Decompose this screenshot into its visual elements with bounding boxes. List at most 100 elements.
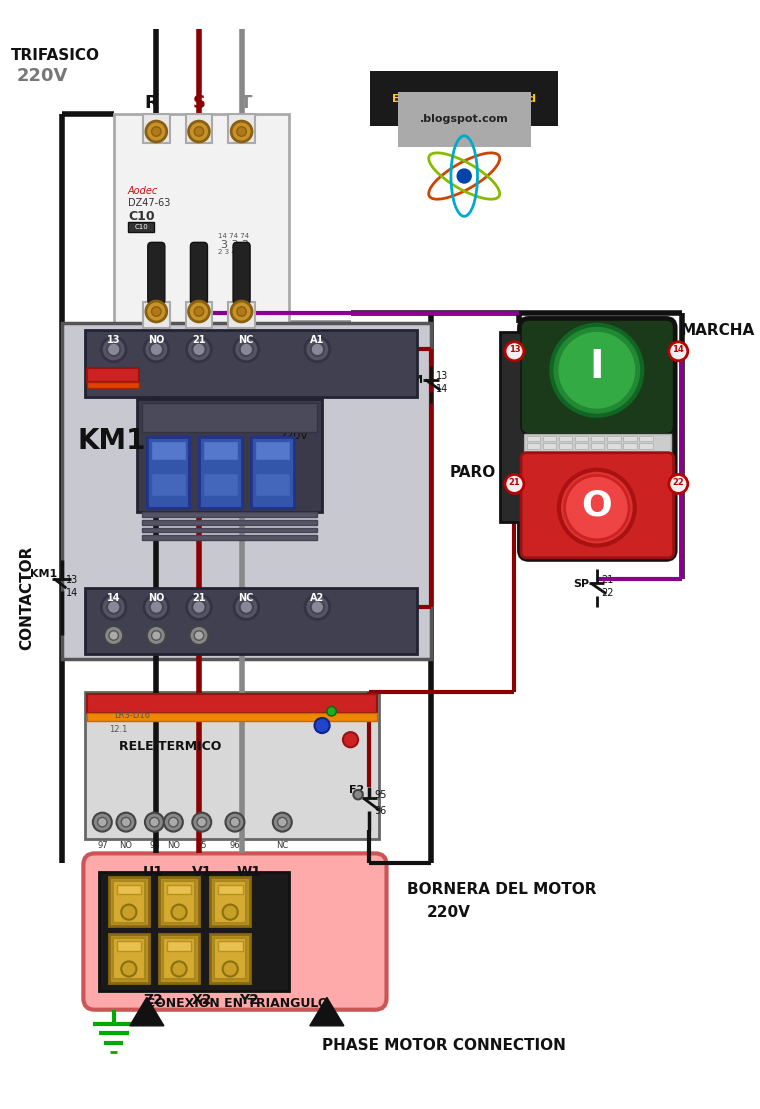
- Circle shape: [122, 905, 136, 919]
- Bar: [203, 472, 238, 496]
- Bar: [128, 222, 154, 232]
- Circle shape: [311, 343, 324, 356]
- Text: CONTACTOR: CONTACTOR: [19, 546, 34, 650]
- Bar: [142, 404, 318, 431]
- Circle shape: [192, 343, 205, 356]
- Text: 21: 21: [508, 478, 521, 487]
- Circle shape: [144, 594, 169, 620]
- Text: MARCHA: MARCHA: [680, 323, 755, 338]
- Text: C10: C10: [135, 224, 148, 231]
- Bar: [607, 444, 620, 449]
- Text: 14: 14: [107, 593, 120, 603]
- FancyBboxPatch shape: [521, 321, 673, 434]
- Bar: [85, 588, 416, 654]
- Bar: [87, 713, 377, 721]
- Circle shape: [223, 962, 238, 977]
- Circle shape: [234, 594, 258, 620]
- Text: 220V: 220V: [17, 67, 68, 85]
- Text: NO: NO: [119, 841, 132, 851]
- Circle shape: [505, 342, 524, 360]
- Circle shape: [169, 817, 178, 827]
- Circle shape: [151, 631, 161, 640]
- Circle shape: [551, 325, 642, 416]
- Text: T: T: [240, 93, 252, 112]
- Circle shape: [197, 817, 207, 827]
- Bar: [623, 444, 637, 449]
- Circle shape: [122, 817, 131, 827]
- Text: RELE TERMICO: RELE TERMICO: [119, 740, 222, 753]
- Text: NC: NC: [276, 841, 289, 851]
- Bar: [591, 436, 604, 441]
- Bar: [87, 694, 377, 713]
- Circle shape: [557, 330, 637, 410]
- Text: A1: A1: [310, 335, 325, 345]
- FancyBboxPatch shape: [191, 243, 207, 304]
- Circle shape: [277, 817, 287, 827]
- Text: NO: NO: [148, 335, 164, 345]
- Circle shape: [104, 625, 123, 645]
- Bar: [185, 302, 212, 327]
- Bar: [150, 472, 185, 496]
- Bar: [623, 436, 637, 441]
- Bar: [185, 114, 212, 143]
- Bar: [138, 398, 322, 512]
- Bar: [150, 441, 185, 460]
- Bar: [199, 437, 242, 508]
- Circle shape: [150, 343, 163, 356]
- FancyBboxPatch shape: [233, 243, 250, 304]
- Bar: [639, 444, 653, 449]
- Bar: [228, 302, 255, 327]
- Bar: [214, 881, 246, 923]
- Bar: [142, 535, 318, 540]
- Circle shape: [107, 343, 120, 356]
- Circle shape: [305, 337, 330, 362]
- Text: 13: 13: [66, 574, 78, 584]
- Text: R: R: [144, 93, 158, 112]
- Circle shape: [195, 307, 204, 316]
- Bar: [116, 885, 141, 894]
- Bar: [559, 444, 572, 449]
- Circle shape: [188, 121, 209, 142]
- Circle shape: [565, 476, 629, 540]
- Circle shape: [315, 718, 330, 733]
- Bar: [163, 938, 195, 979]
- Text: EsquemasyElectricidad: EsquemasyElectricidad: [392, 93, 537, 103]
- Circle shape: [343, 732, 358, 747]
- Circle shape: [231, 121, 252, 142]
- Text: 22: 22: [673, 478, 684, 487]
- Text: PHASE MOTOR CONNECTION: PHASE MOTOR CONNECTION: [322, 1038, 566, 1054]
- Text: 22: 22: [602, 588, 614, 598]
- Bar: [142, 520, 318, 525]
- Text: 13: 13: [508, 345, 521, 354]
- Text: TRIFASICO: TRIFASICO: [11, 48, 100, 63]
- Bar: [159, 934, 199, 984]
- Circle shape: [237, 307, 246, 316]
- Bar: [159, 877, 199, 926]
- Circle shape: [145, 813, 164, 832]
- Text: NO: NO: [167, 841, 180, 851]
- Circle shape: [188, 301, 209, 322]
- Text: U1: U1: [143, 865, 164, 878]
- Bar: [100, 873, 289, 990]
- Bar: [112, 938, 145, 979]
- Circle shape: [151, 126, 161, 136]
- Circle shape: [669, 475, 688, 494]
- Circle shape: [305, 594, 330, 620]
- Circle shape: [97, 817, 107, 827]
- Circle shape: [101, 337, 126, 362]
- Circle shape: [187, 337, 211, 362]
- Text: 13: 13: [435, 372, 448, 381]
- Bar: [228, 114, 255, 143]
- Circle shape: [273, 813, 292, 832]
- Text: A2: A2: [310, 593, 325, 603]
- FancyBboxPatch shape: [147, 243, 165, 304]
- Text: 95: 95: [197, 841, 207, 851]
- Text: KM1: KM1: [78, 427, 146, 455]
- Text: BORNERA DEL MOTOR: BORNERA DEL MOTOR: [407, 882, 597, 897]
- Text: 14 74 74: 14 74 74: [218, 233, 249, 238]
- Circle shape: [669, 342, 688, 360]
- Circle shape: [192, 600, 205, 613]
- Text: 93: 93: [149, 841, 160, 851]
- Circle shape: [223, 905, 238, 919]
- Bar: [147, 437, 189, 508]
